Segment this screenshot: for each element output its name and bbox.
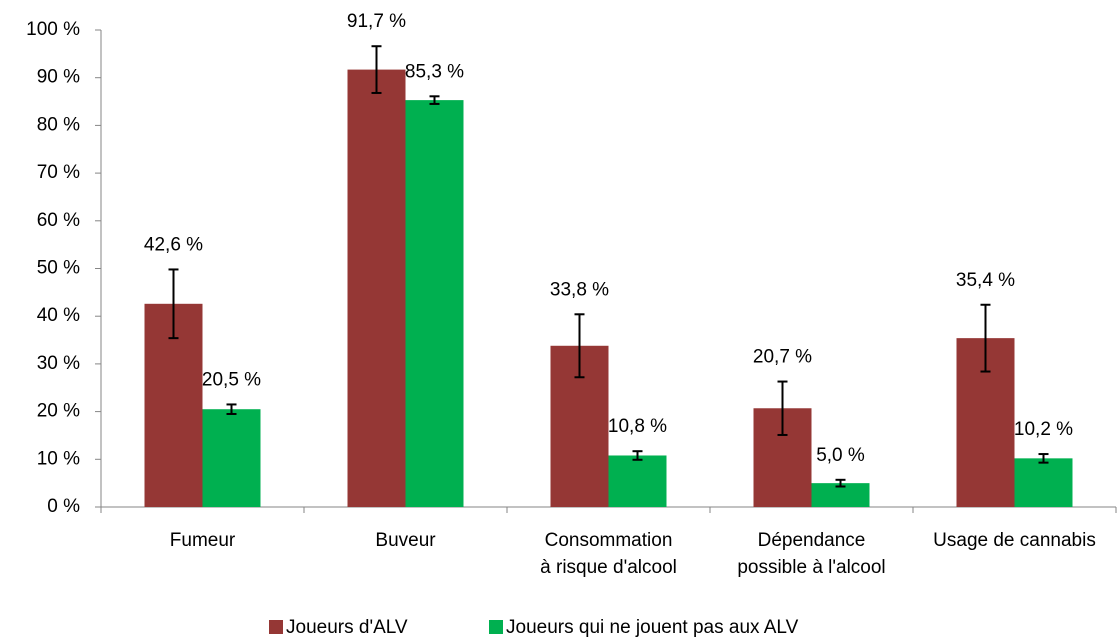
data-label: 42,6 % [144, 234, 203, 255]
data-label: 10,8 % [608, 416, 667, 437]
y-tick-label: 10 % [37, 448, 80, 469]
y-tick-label: 70 % [37, 162, 80, 183]
legend-swatch [489, 620, 503, 634]
y-tick-label: 0 % [47, 496, 80, 517]
x-tick-label: Dépendance possible à l'alcool [737, 530, 886, 578]
data-label: 10,2 % [1014, 419, 1073, 440]
y-tick-label: 40 % [37, 305, 80, 326]
y-tick-label: 100 % [26, 19, 80, 40]
data-label: 35,4 % [956, 270, 1015, 291]
data-label: 85,3 % [405, 61, 464, 82]
y-tick-label: 90 % [37, 67, 80, 88]
x-tick-label: Buveur [375, 530, 436, 551]
bar [405, 100, 464, 507]
y-tick-label: 60 % [37, 210, 80, 231]
bar [608, 455, 667, 507]
legend-swatch [269, 620, 283, 634]
data-label: 91,7 % [347, 11, 406, 32]
bar [811, 483, 870, 507]
bar [1014, 458, 1073, 507]
y-tick-label: 80 % [37, 114, 80, 135]
legend-label: Joueurs d'ALV [286, 617, 408, 638]
y-tick-label: 30 % [37, 353, 80, 374]
data-label: 20,5 % [202, 369, 261, 390]
x-tick-label: Usage de cannabis [933, 530, 1096, 551]
data-label: 20,7 % [753, 347, 812, 368]
y-tick-label: 20 % [37, 401, 80, 422]
bar [202, 409, 261, 507]
y-tick-label: 50 % [37, 258, 80, 279]
x-tick-label: Consommation à risque d'alcool [540, 530, 677, 578]
x-tick-label: Fumeur [169, 530, 236, 551]
data-label: 5,0 % [816, 445, 865, 466]
data-label: 33,8 % [550, 279, 609, 300]
legend-label: Joueurs qui ne jouent pas aux ALV [506, 617, 799, 638]
bar [347, 69, 406, 507]
